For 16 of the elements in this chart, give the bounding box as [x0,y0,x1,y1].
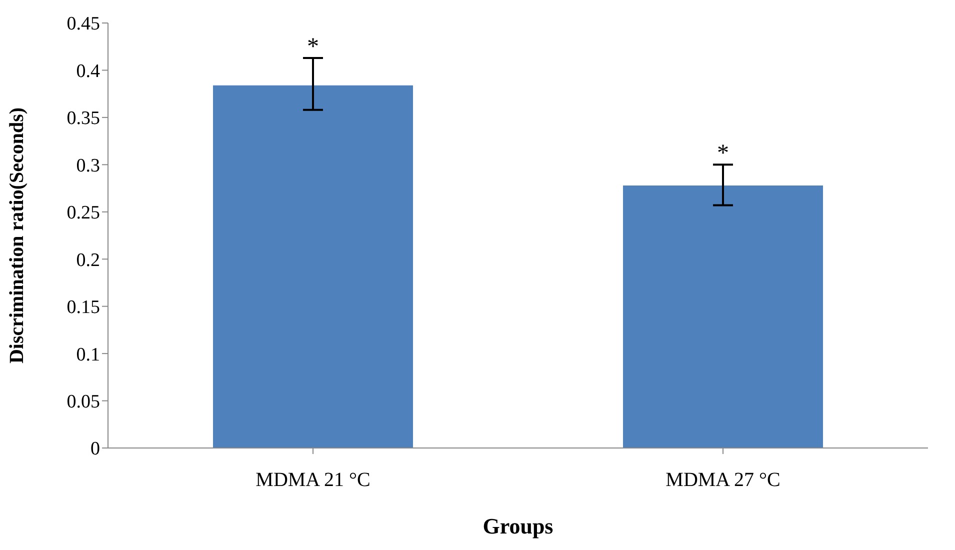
y-tick-label: 0.25 [66,202,100,224]
y-tick-label: 0 [90,438,100,460]
y-tick-label: 0.1 [76,344,100,366]
y-tick-label: 0.45 [66,14,100,35]
y-axis-title: Discrimination ratio(Seconds) [6,107,28,364]
x-tick-label: MDMA 27 °C [666,469,780,492]
y-tick-label: 0.15 [66,297,100,318]
x-axis-title: Groups [482,514,554,539]
x-tick-label: MDMA 21 °C [256,469,370,492]
y-tick-label: 0.35 [66,108,100,130]
y-tick-label: 0.3 [76,155,100,176]
y-tick-label: 0.4 [76,60,100,82]
annotation: * [717,140,729,167]
y-tick-label: 0.2 [76,250,100,271]
annotation: * [307,34,319,60]
y-tick-label: 0.05 [66,392,100,413]
